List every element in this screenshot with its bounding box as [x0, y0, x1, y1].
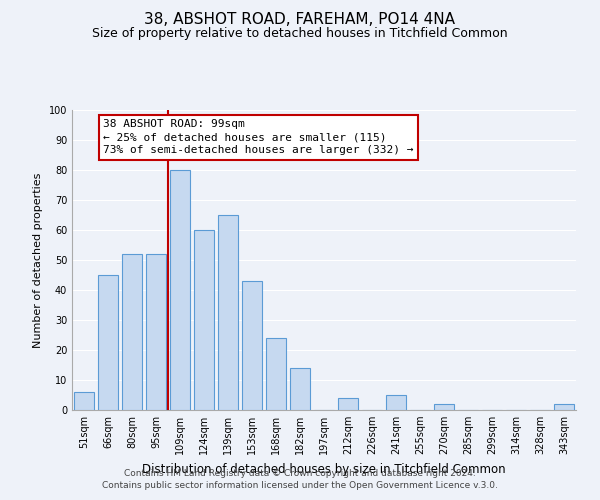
Bar: [290, 368, 310, 410]
Bar: [194, 230, 214, 410]
Bar: [170, 170, 190, 410]
Bar: [98, 275, 118, 410]
Bar: [74, 392, 94, 410]
X-axis label: Distribution of detached houses by size in Titchfield Common: Distribution of detached houses by size …: [142, 462, 506, 475]
Bar: [338, 398, 358, 410]
Bar: [554, 404, 574, 410]
Text: Size of property relative to detached houses in Titchfield Common: Size of property relative to detached ho…: [92, 28, 508, 40]
Bar: [242, 281, 262, 410]
Bar: [218, 215, 238, 410]
Bar: [146, 254, 166, 410]
Text: 38 ABSHOT ROAD: 99sqm
← 25% of detached houses are smaller (115)
73% of semi-det: 38 ABSHOT ROAD: 99sqm ← 25% of detached …: [103, 119, 414, 156]
Y-axis label: Number of detached properties: Number of detached properties: [33, 172, 43, 348]
Text: Contains public sector information licensed under the Open Government Licence v.: Contains public sector information licen…: [102, 481, 498, 490]
Bar: [386, 395, 406, 410]
Bar: [434, 404, 454, 410]
Bar: [266, 338, 286, 410]
Bar: [122, 254, 142, 410]
Text: 38, ABSHOT ROAD, FAREHAM, PO14 4NA: 38, ABSHOT ROAD, FAREHAM, PO14 4NA: [145, 12, 455, 28]
Text: Contains HM Land Registry data © Crown copyright and database right 2024.: Contains HM Land Registry data © Crown c…: [124, 468, 476, 477]
